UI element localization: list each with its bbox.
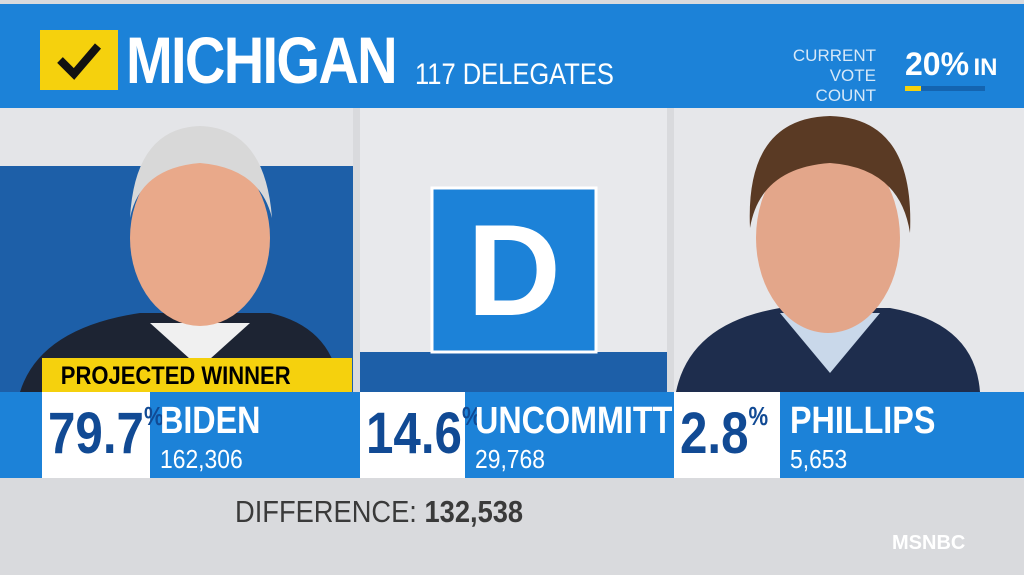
percent-unit: % <box>143 401 164 431</box>
photo-panels <box>0 108 1024 392</box>
delegates: 117 DELEGATES <box>415 58 614 91</box>
state-name: MICHIGAN <box>126 23 398 97</box>
percent-box: 79.7% <box>42 392 164 478</box>
party-logo: D <box>467 197 561 343</box>
candidate-name: PHILLIPS <box>790 400 936 442</box>
difference: DIFFERENCE: 132,538 <box>235 494 523 530</box>
candidate-name: BIDEN <box>160 400 261 442</box>
reporting-label: IN <box>973 54 998 81</box>
percent-value: 14.6 <box>366 401 462 466</box>
percent-unit: % <box>748 401 769 431</box>
percent-unit: % <box>461 401 482 431</box>
difference-value: 132,538 <box>424 494 524 529</box>
reporting-track <box>905 86 985 91</box>
results-row <box>0 392 1024 478</box>
vote-total: 162,306 <box>160 444 243 474</box>
label-line: CURRENT <box>792 46 876 65</box>
percent: 14.6% <box>366 400 482 467</box>
difference-label: DIFFERENCE: <box>235 494 417 529</box>
label-line: VOTE COUNT <box>815 66 876 105</box>
vote-total: 5,653 <box>790 444 848 474</box>
reporting: 20% IN <box>905 46 998 83</box>
percent: 2.8% <box>680 400 768 467</box>
network-logo: MSNBC <box>892 532 966 554</box>
percent-box: 14.6% <box>360 392 482 478</box>
winner-badge: PROJECTED WINNER <box>42 358 352 392</box>
vote-count-label: CURRENT VOTE COUNT <box>780 46 876 106</box>
check-box <box>40 30 118 90</box>
percent-value: 79.7 <box>48 401 144 466</box>
reporting-fill <box>905 86 921 91</box>
percent: 79.7% <box>48 400 164 467</box>
vote-total: 29,768 <box>475 444 545 474</box>
percent-box: 2.8% <box>674 392 780 478</box>
header-bar <box>0 4 1024 108</box>
reporting-value: 20% <box>905 46 970 82</box>
percent-value: 2.8 <box>680 401 749 466</box>
badge-text: PROJECTED WINNER <box>60 362 291 390</box>
